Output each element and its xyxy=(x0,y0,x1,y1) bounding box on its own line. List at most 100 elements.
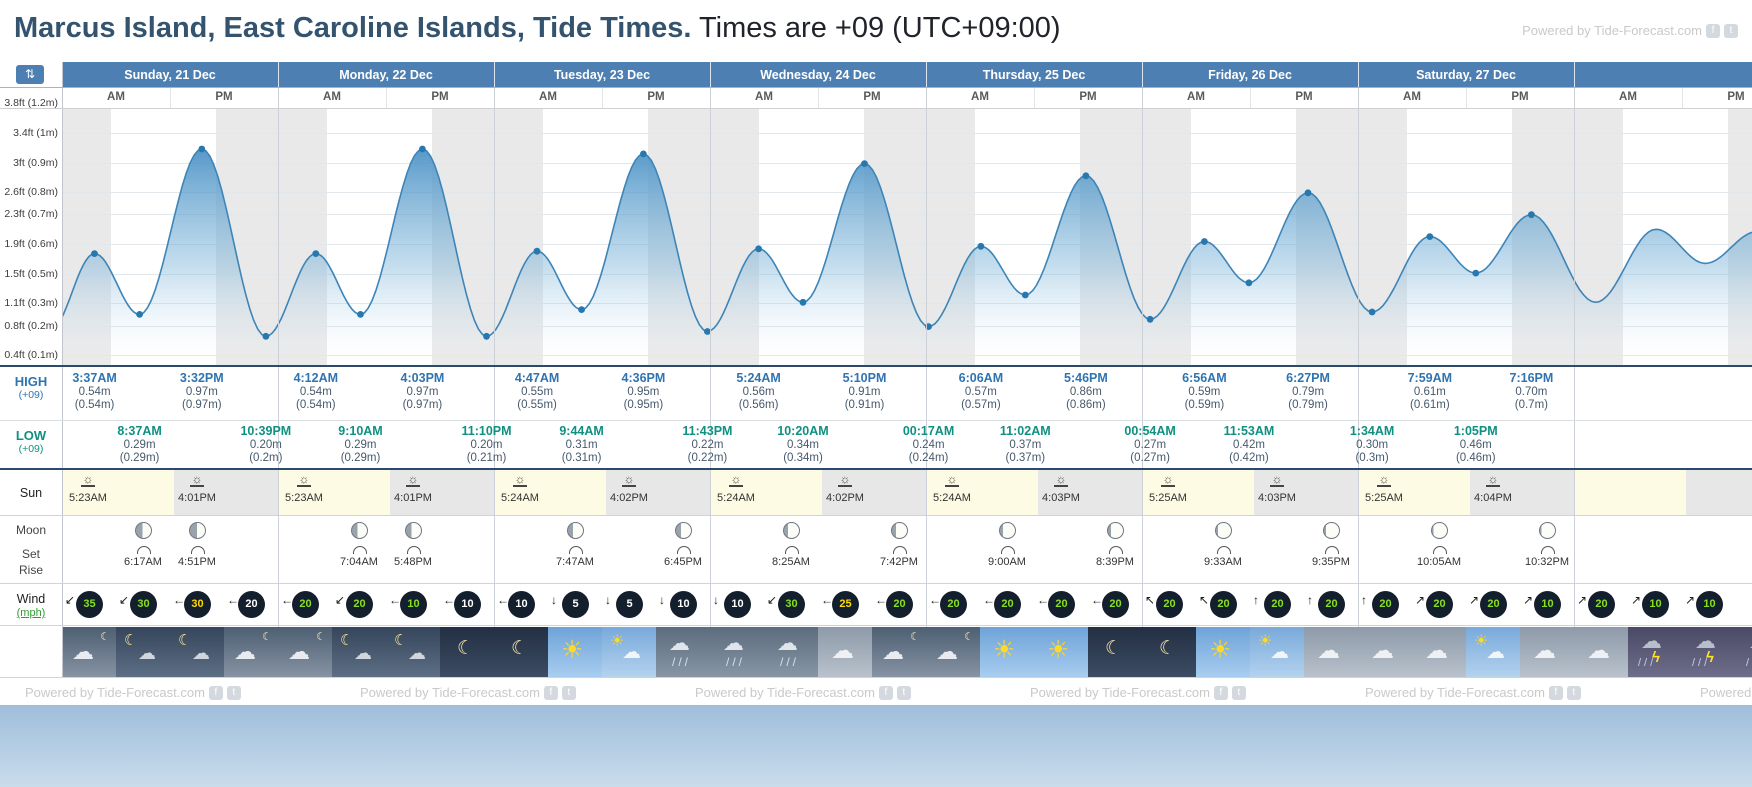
tide-height-datum: (0.27m) xyxy=(1130,452,1170,464)
rain-icon: /// xyxy=(1746,657,1752,669)
low-tide-entry: 9:10AM 0.29m (0.29m) xyxy=(319,424,403,466)
tide-event-dot xyxy=(1426,233,1434,240)
facebook-icon[interactable]: f xyxy=(543,685,558,700)
tide-time: 1:34AM xyxy=(1349,424,1395,438)
facebook-icon[interactable]: f xyxy=(1213,685,1228,700)
sun-glyph: ☼ xyxy=(1487,472,1499,486)
day-separator xyxy=(278,62,279,87)
high-tide-entry: 5:24AM 0.56m (0.56m) xyxy=(717,371,801,413)
sunset-time: 4:02PM xyxy=(610,492,648,504)
sunrise-icon: ☼ xyxy=(1375,473,1393,489)
day-header-friday[interactable]: Friday, 26 Dec xyxy=(1208,68,1292,82)
moon-phase-icon xyxy=(189,522,206,539)
twitter-icon[interactable]: t xyxy=(1724,23,1738,38)
wind-mph-link[interactable]: (mph) xyxy=(16,607,46,619)
wind-direction-arrow: ↙ xyxy=(65,593,76,607)
facebook-icon[interactable]: f xyxy=(1706,23,1720,38)
powered-by-link[interactable]: Powered by Tide-Forecast.com xyxy=(1030,685,1210,700)
moon-icon: ☾ xyxy=(394,632,408,649)
cloud-icon: ☁ xyxy=(1749,629,1752,654)
day-header-tuesday[interactable]: Tuesday, 23 Dec xyxy=(553,68,651,82)
ampm-label: PM xyxy=(431,91,449,103)
powered-by-link[interactable]: Powered by Tide-Forecast.com xyxy=(360,685,540,700)
sunrise-icon: ☼ xyxy=(1159,473,1177,489)
sunrise-time: 5:25AM xyxy=(1149,492,1187,504)
moonset-time: 8:25AM xyxy=(772,556,810,568)
moonrise-time: 7:42PM xyxy=(880,556,918,568)
sun-icon: ☀ xyxy=(610,633,625,650)
wind-speed-badge: 20 ↑ xyxy=(1361,591,1399,618)
day-header-thursday[interactable]: Thursday, 25 Dec xyxy=(982,68,1086,82)
high-tide-entry: 6:27PM 0.79m (0.79m) xyxy=(1266,371,1350,413)
wind-speed-badge: 30 ← xyxy=(173,591,211,618)
sun-day-segment xyxy=(494,470,607,515)
tide-height-datum: (0.3m) xyxy=(1355,452,1389,464)
tide-time: 9:10AM xyxy=(338,424,383,438)
day-header-wednesday[interactable]: Wednesday, 24 Dec xyxy=(760,68,876,82)
sunset-icon: ☼ xyxy=(1268,473,1286,489)
header-watermark[interactable]: Powered by Tide-Forecast.com f t xyxy=(1522,22,1738,40)
sun-glyph: ☼ xyxy=(298,472,310,486)
moonrise-time: 9:35PM xyxy=(1312,556,1350,568)
cloud-icon: ☁ xyxy=(936,639,958,664)
cloud-icon: ☁ xyxy=(1587,637,1610,663)
tide-height-m: 0.37m xyxy=(1009,438,1042,451)
tide-time: 5:24AM xyxy=(736,371,781,385)
twitter-icon[interactable]: t xyxy=(1231,685,1246,700)
wind-speed-badge: 5 ↓ xyxy=(605,591,643,618)
powered-by-link[interactable]: Powered by Tide-Forecast.com xyxy=(1522,23,1702,38)
powered-by-link[interactable]: Powered by Tide-Forecast.com xyxy=(1700,685,1752,700)
facebook-icon[interactable]: f xyxy=(208,685,223,700)
powered-by-link[interactable]: Powered by Tide-Forecast.com xyxy=(1365,685,1545,700)
facebook-icon[interactable]: f xyxy=(1548,685,1563,700)
tide-height-datum: (0.34m) xyxy=(783,452,823,464)
high-tide-entry: 5:10PM 0.91m (0.91m) xyxy=(823,371,907,413)
facebook-icon[interactable]: f xyxy=(878,685,893,700)
tide-height-datum: (0.97m) xyxy=(181,399,222,411)
day-header-monday[interactable]: Monday, 22 Dec xyxy=(339,68,433,82)
moon-icon: ☾ xyxy=(910,631,920,643)
powered-by-link[interactable]: Powered by Tide-Forecast.com xyxy=(25,685,205,700)
ampm-label: PM xyxy=(1727,91,1745,103)
tide-event-dot xyxy=(977,242,985,250)
gutter-separator xyxy=(62,62,63,677)
wind-speed-badge: 20 ↗ xyxy=(1469,591,1507,618)
twitter-icon[interactable]: t xyxy=(226,685,241,700)
twitter-icon[interactable]: t xyxy=(561,685,576,700)
twitter-icon[interactable]: t xyxy=(1566,685,1581,700)
wind-speed-badge: 10 ← xyxy=(389,591,427,618)
cloud-icon: ☁ xyxy=(1486,642,1505,663)
day-header-saturday[interactable]: Saturday, 27 Dec xyxy=(1416,68,1516,82)
weather-icon-day-cloudy: ☁ xyxy=(1304,627,1358,677)
moon-phase-icon xyxy=(1215,522,1232,539)
powered-by-link[interactable]: Powered by Tide-Forecast.com xyxy=(695,685,875,700)
weather-icon-day-cloudy: ☁ xyxy=(1358,627,1412,677)
low-tide-entry: 10:39PM 0.20m (0.2m) xyxy=(224,424,308,466)
tide-height-datum: (0.29m) xyxy=(340,452,381,464)
ampm-separator xyxy=(170,87,171,108)
moon-icon: ☾ xyxy=(100,631,110,643)
day-header-sunday[interactable]: Sunday, 21 Dec xyxy=(124,68,216,82)
tide-event-dot xyxy=(1528,211,1535,219)
sunrise-icon: ☼ xyxy=(511,473,529,489)
tide-event-dot xyxy=(419,145,426,153)
twitter-icon[interactable]: t xyxy=(896,685,911,700)
sun-night-segment xyxy=(822,470,926,515)
tide-event-dot xyxy=(861,160,868,167)
high-tide-entry: 4:47AM 0.55m (0.55m) xyxy=(495,371,579,413)
header-corner-icon[interactable]: ⇅ xyxy=(16,65,44,84)
wind-direction-arrow: ← xyxy=(821,593,833,607)
high-tide-entry: 3:37AM 0.54m (0.54m) xyxy=(53,371,137,413)
ampm-separator xyxy=(602,87,603,108)
wind-speed-badge: 20 ← xyxy=(875,591,913,618)
tide-time: 10:39PM xyxy=(240,424,292,438)
low-tide-entry: 9:44AM 0.31m (0.31m) xyxy=(540,424,624,466)
moonset-time: 6:17AM xyxy=(124,556,162,568)
tide-time: 3:37AM xyxy=(72,371,117,385)
